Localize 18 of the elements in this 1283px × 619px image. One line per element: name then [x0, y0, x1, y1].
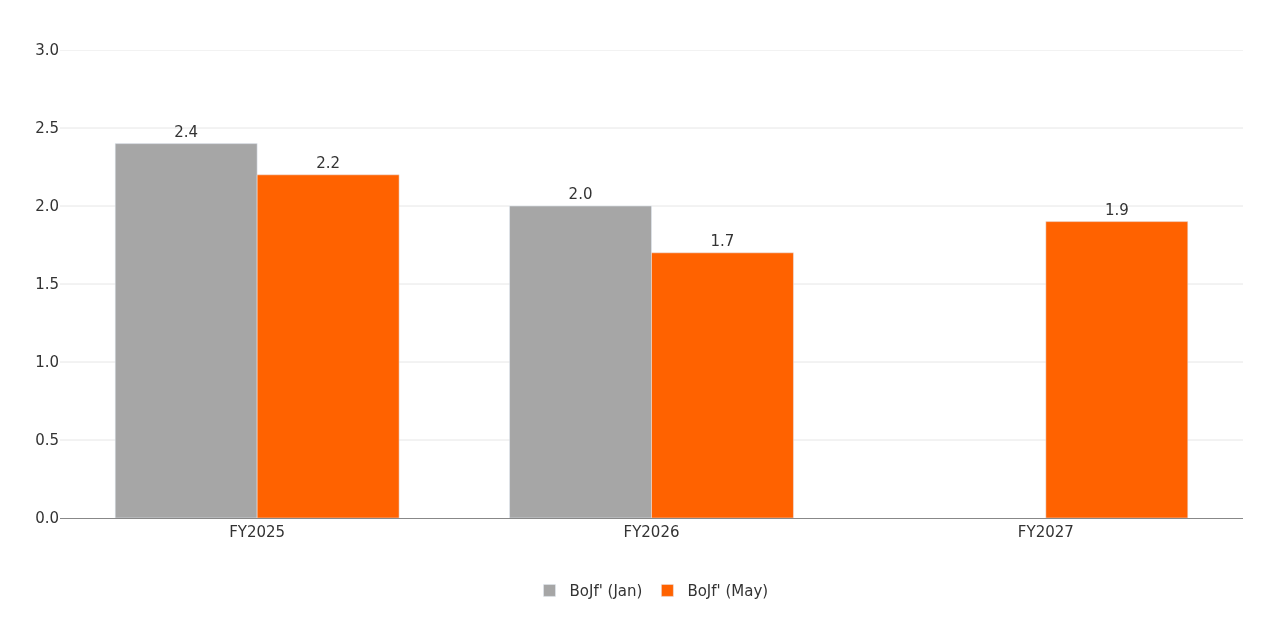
x-tick-label: FY2026	[623, 523, 680, 541]
data-label: 2.4	[174, 122, 199, 141]
legend-label: BoJf' (May)	[687, 582, 769, 601]
data-label: 2.2	[316, 153, 341, 172]
y-tick-label: 0.5	[35, 431, 59, 450]
data-label: 1.9	[1104, 200, 1129, 219]
legend-label: BoJf' (Jan)	[569, 582, 643, 601]
y-tick-label: 0.0	[35, 509, 59, 528]
bar	[1045, 221, 1189, 518]
y-tick-label: 1.5	[35, 275, 59, 294]
y-tick-label: 2.0	[35, 197, 59, 216]
data-label: 2.0	[568, 185, 593, 203]
y-tick-label: 1.0	[35, 353, 59, 372]
y-tick-label: 2.5	[35, 119, 59, 138]
x-tick-label: FY2025	[229, 523, 286, 541]
data-label: 1.7	[710, 231, 735, 250]
x-tick-label: FY2027	[1017, 523, 1074, 541]
y-tick-label: 3.0	[35, 41, 59, 60]
